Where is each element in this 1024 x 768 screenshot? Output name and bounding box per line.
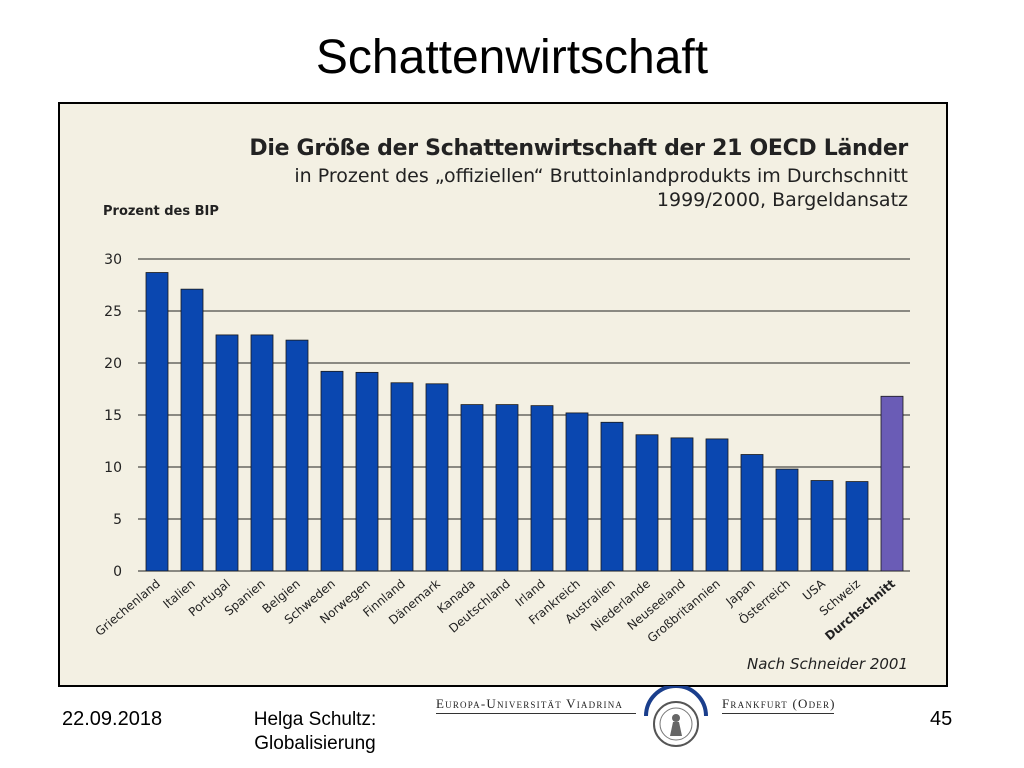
bar	[670, 437, 694, 572]
bar	[600, 421, 624, 572]
bar-average	[880, 395, 904, 572]
chart-frame: Die Größe der Schattenwirtschaft der 21 …	[58, 102, 948, 687]
bar	[565, 412, 589, 572]
x-tick-label: Deutschland	[446, 577, 513, 636]
bar-chart: 051015202530GriechenlandItalienPortugalS…	[93, 252, 910, 645]
y-axis-label: Prozent des BIP	[103, 204, 219, 219]
y-tick-label: 0	[113, 564, 122, 580]
x-tick-label: Griechenland	[93, 577, 163, 639]
bar	[635, 434, 659, 572]
chart-subtitle: in Prozent des „offiziellen“ Bruttoinlan…	[294, 165, 908, 211]
bar	[460, 404, 484, 572]
chart-title: Die Größe der Schattenwirtschaft der 21 …	[249, 136, 908, 161]
bar	[145, 272, 169, 572]
logo-rule-left	[436, 713, 636, 714]
slide-title: Schattenwirtschaft	[315, 31, 709, 84]
bar	[355, 371, 379, 572]
page-number: 45	[930, 708, 953, 730]
logo-rule-right	[722, 713, 834, 714]
bar	[530, 405, 554, 572]
bar	[390, 382, 414, 572]
university-city: Frankfurt (Oder)	[722, 696, 836, 711]
bar	[320, 370, 344, 572]
bar	[775, 468, 799, 572]
bar	[740, 454, 764, 572]
footer-date: 22.09.2018	[62, 708, 163, 730]
source-note: Nach Schneider 2001	[747, 655, 908, 673]
bar	[810, 480, 834, 572]
university-name: Europa-Universität Viadrina	[436, 696, 624, 711]
bar	[250, 334, 274, 572]
y-tick-label: 25	[104, 304, 122, 320]
university-seal-icon	[644, 686, 708, 747]
bar	[495, 404, 519, 572]
y-tick-label: 20	[104, 356, 122, 372]
y-tick-label: 10	[104, 460, 122, 476]
y-tick-label: 15	[104, 408, 122, 424]
bar	[845, 481, 869, 572]
bar	[180, 288, 204, 572]
x-tick-label: USA	[800, 576, 829, 603]
bar	[705, 438, 729, 572]
footer-author: Helga Schultz: Globalisierung	[253, 709, 377, 754]
y-tick-label: 5	[113, 512, 122, 528]
bar	[425, 383, 449, 572]
y-tick-label: 30	[104, 252, 122, 268]
bar	[285, 339, 309, 572]
bar	[215, 334, 239, 572]
